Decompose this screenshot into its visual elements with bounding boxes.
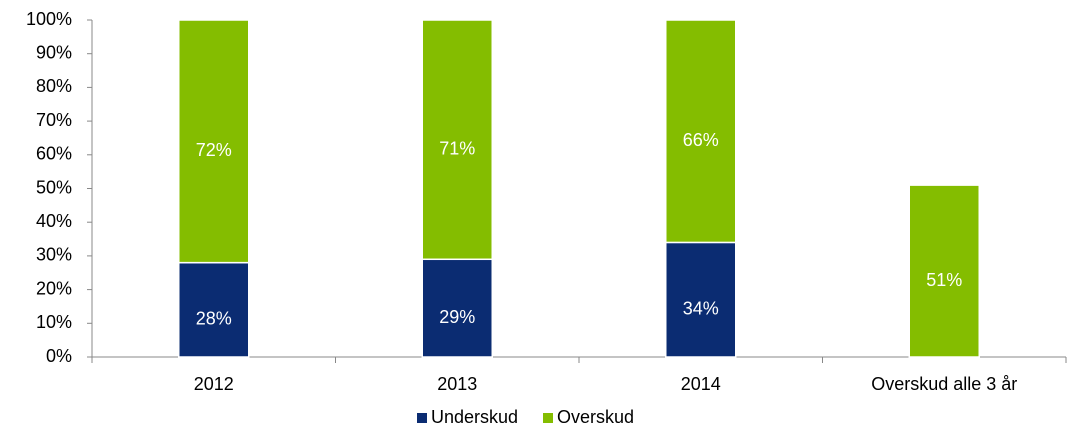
- data-label: 66%: [683, 130, 719, 150]
- bar-segment: [421, 19, 493, 261]
- y-tick-label: 40%: [36, 211, 72, 231]
- data-label: 72%: [196, 140, 232, 160]
- data-label: 29%: [439, 307, 475, 327]
- y-tick-label: 70%: [36, 110, 72, 130]
- y-tick-label: 90%: [36, 42, 72, 62]
- bar-segment: [908, 184, 980, 358]
- legend-swatch: [417, 413, 427, 423]
- legend-swatch: [543, 413, 553, 423]
- x-tick-label: 2013: [437, 374, 477, 394]
- x-tick-label: 2014: [681, 374, 721, 394]
- legend-label: Underskud: [431, 407, 518, 427]
- legend-label: Overskud: [557, 407, 634, 427]
- x-tick-label: Overskud alle 3 år: [871, 374, 1017, 394]
- data-label: 34%: [683, 298, 719, 318]
- data-label: 28%: [196, 309, 232, 329]
- x-tick-label: 2012: [194, 374, 234, 394]
- y-tick-label: 100%: [26, 9, 72, 29]
- y-tick-label: 0%: [46, 346, 72, 366]
- bar-segment: [178, 19, 250, 264]
- bar-segment: [665, 19, 737, 244]
- y-tick-label: 50%: [36, 177, 72, 197]
- bar-segment: [665, 241, 737, 358]
- y-tick-label: 30%: [36, 245, 72, 265]
- data-label: 71%: [439, 138, 475, 158]
- y-tick-label: 10%: [36, 312, 72, 332]
- y-tick-label: 60%: [36, 144, 72, 164]
- y-tick-label: 20%: [36, 278, 72, 298]
- data-label: 51%: [926, 270, 962, 290]
- y-tick-label: 80%: [36, 76, 72, 96]
